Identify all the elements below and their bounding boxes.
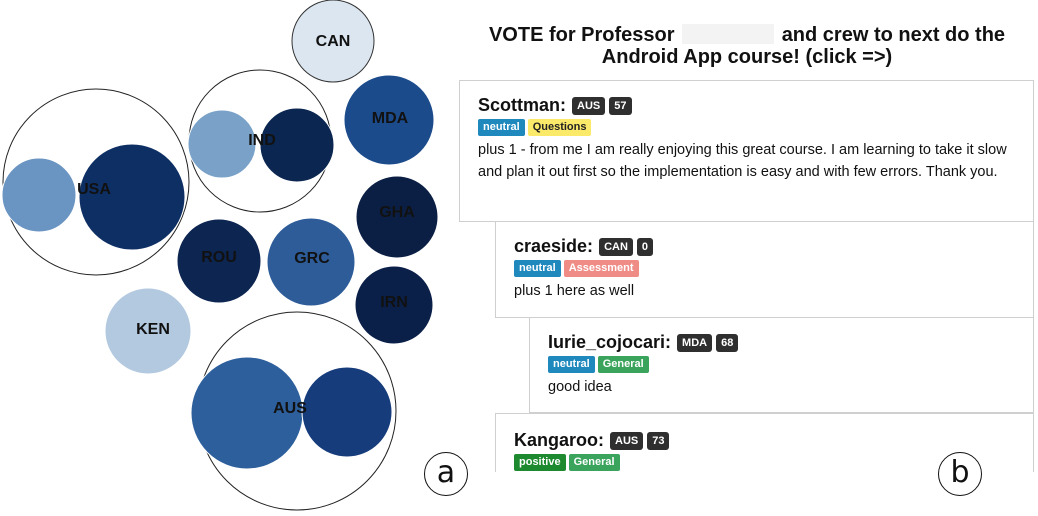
country-badge: AUS [610, 431, 644, 450]
category-tag: Assessment [563, 260, 639, 277]
bubble-member[interactable] [259, 107, 335, 183]
bubble-label-aus: AUS [273, 400, 307, 417]
bubble-circle[interactable] [266, 217, 356, 307]
bubble-circle[interactable] [355, 175, 439, 259]
post-body: plus 1 here as well [514, 283, 635, 299]
score-badge: 0 [636, 237, 654, 256]
bubble-grc[interactable]: GRC [266, 217, 356, 307]
bubble-circle[interactable] [176, 218, 262, 304]
sentiment-tag: neutral [548, 356, 595, 373]
category-tag: Questions [527, 119, 592, 136]
score-badge: 68 [716, 333, 739, 352]
category-tag: General [597, 356, 649, 373]
bubble-circle[interactable] [354, 265, 434, 345]
bubble-member[interactable] [1, 157, 77, 233]
post-body: good idea [548, 379, 612, 395]
bubble-label-ind: IND [248, 132, 276, 149]
bubble-gha[interactable]: GHA [355, 175, 439, 259]
panel-label-b: b [938, 452, 982, 496]
bubble-member[interactable] [78, 143, 186, 251]
bubble-circle[interactable] [291, 0, 375, 83]
panel-label-a: a [424, 452, 468, 496]
post-author[interactable]: Iurie_cojocari: [548, 332, 672, 352]
country-badge: MDA [677, 333, 713, 352]
title-text-before: VOTE for Professor [488, 24, 675, 46]
sentiment-tag: neutral [478, 119, 525, 136]
sentiment-tag: positive [514, 454, 566, 471]
category-tag: General [568, 454, 620, 471]
thread-list[interactable]: Scottman: AUS 57 neutral Questions plus … [459, 80, 1034, 472]
score-badge: 57 [609, 96, 632, 115]
score-badge: 73 [647, 431, 670, 450]
bubble-rou[interactable]: ROU [176, 218, 262, 304]
bubble-group-usa[interactable]: USA [1, 88, 190, 276]
country-bubble-chart: USA IND AUS CAN MDA GHA ROU GRC IRN [1, 0, 439, 511]
bubble-group-aus[interactable]: AUS [190, 311, 397, 511]
bubble-circle[interactable] [104, 287, 192, 375]
redacted-name [682, 24, 775, 44]
sentiment-tag: neutral [514, 260, 561, 277]
thread-title[interactable]: VOTE for Professor and crew to next do t… [462, 24, 1032, 68]
bubble-label-rou: ROU [201, 249, 237, 266]
bubble-circle[interactable] [343, 74, 435, 166]
post-author[interactable]: Scottman: [478, 95, 567, 115]
bubble-group-outline [2, 88, 190, 276]
post[interactable]: Iurie_cojocari: MDA 68 neutral General g… [529, 318, 1034, 413]
bubble-label-usa: USA [77, 181, 111, 198]
bubble-label-can: CAN [316, 33, 351, 50]
post-author[interactable]: craeside: [514, 236, 594, 256]
bubble-mda[interactable]: MDA [343, 74, 435, 166]
post[interactable]: craeside: CAN 0 neutral Assessment plus … [495, 222, 1034, 318]
post[interactable]: Scottman: AUS 57 neutral Questions plus … [459, 80, 1034, 222]
bubble-member[interactable] [301, 366, 393, 458]
bubble-ken[interactable]: KEN [104, 287, 192, 375]
country-badge: CAN [599, 237, 633, 256]
bubble-label-ken: KEN [136, 321, 170, 338]
bubble-irn[interactable]: IRN [354, 265, 434, 345]
bubble-can[interactable]: CAN [291, 0, 375, 83]
bubble-label-grc: GRC [294, 250, 330, 267]
bubble-group-ind[interactable]: IND [187, 69, 335, 213]
title-text-after: and crew to next do the [781, 24, 1006, 46]
bubble-label-mda: MDA [372, 110, 409, 127]
post-author[interactable]: Kangaroo: [514, 430, 604, 450]
bubble-label-irn: IRN [380, 294, 408, 311]
post-body: plus 1 - from me I am really enjoying th… [478, 142, 1007, 180]
bubble-member[interactable] [187, 109, 257, 179]
bubble-label-gha: GHA [379, 204, 415, 221]
title-text-line2: Android App course! (click =>) [601, 46, 893, 68]
country-badge: AUS [572, 96, 606, 115]
